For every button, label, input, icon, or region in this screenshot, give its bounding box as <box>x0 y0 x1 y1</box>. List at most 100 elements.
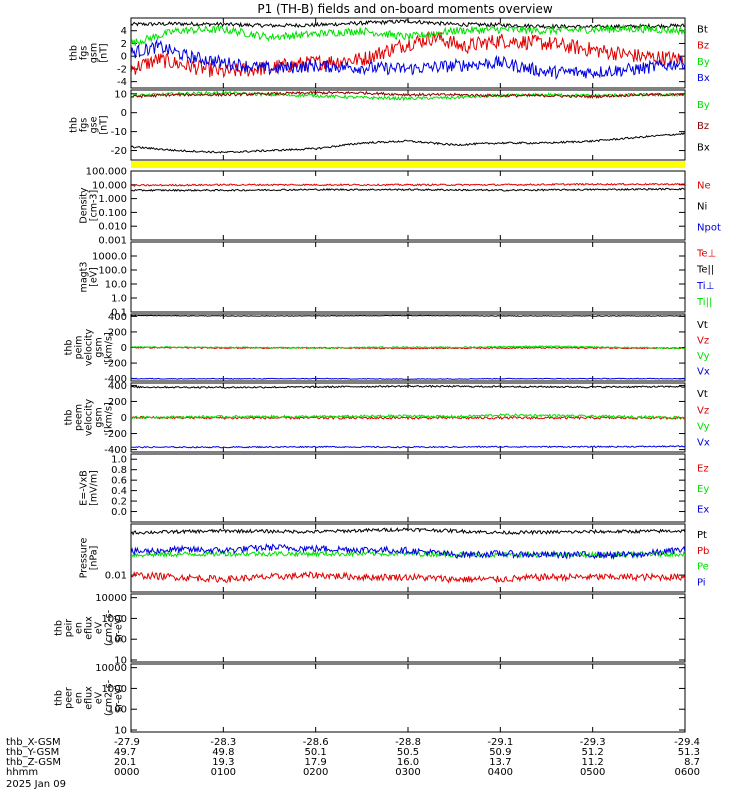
xaxis-value: 0400 <box>488 767 513 778</box>
xaxis-row-label: 2025 Jan 09 <box>6 779 66 790</box>
xaxis-value: -29.4 <box>674 737 700 748</box>
legend-item: Pi <box>697 578 706 589</box>
y-axis-label-line: velocity <box>84 399 95 437</box>
series-Vx-line <box>131 377 685 380</box>
y-axis-label: E=-VxB [mV/m] <box>79 470 100 506</box>
y-tick-label: 200 <box>108 327 127 338</box>
y-axis-label: magt3 [eV] <box>79 262 100 293</box>
xaxis-value: 0500 <box>580 767 605 778</box>
y-axis-label-line: gsm <box>94 407 105 427</box>
y-axis-label-line: [nT] <box>99 115 110 134</box>
legend-item: Te|| <box>696 265 714 276</box>
y-tick-label: 0 <box>121 343 127 354</box>
xaxis-value: 20.1 <box>114 757 136 768</box>
y-axis-label-line: thb <box>64 340 75 356</box>
xaxis-value: 0300 <box>395 767 420 778</box>
y-axis-label-line: Density <box>79 187 90 223</box>
series-Vy-line <box>131 413 685 420</box>
y-axis-label-line: en <box>74 692 85 704</box>
y-tick-label: 100.000 <box>86 167 127 178</box>
y-tick-label: 0.001 <box>98 236 127 247</box>
series-Ni-line <box>131 187 685 192</box>
legend-item: Vy <box>697 351 710 362</box>
legend-item: Bt <box>697 24 708 35</box>
y-axis-label: thb peer en eflux eV (cm2-s-sr-eV) <box>54 680 125 716</box>
xaxis-value: -27.9 <box>114 737 140 748</box>
xaxis-value: 51.3 <box>678 747 700 758</box>
y-tick-label: 0 <box>121 108 127 119</box>
y-tick-label: -20 <box>111 146 127 157</box>
y-tick-label: 0.0 <box>111 507 127 518</box>
xaxis-value: -29.3 <box>580 737 606 748</box>
y-axis-label-line: sr-eV) <box>114 614 125 642</box>
y-tick-label: 200 <box>108 397 127 408</box>
series-Pi-line <box>131 542 685 560</box>
series-Bt-line <box>131 19 685 30</box>
panel-5: -400 -200 0 200 400 thb peim velocity gsm [km/s] V… <box>64 312 710 385</box>
y-tick-label: 1000 <box>102 614 127 625</box>
panel-2: -20 -10 0 10 thb fgs gse [nT] By Bz Bx <box>69 89 710 161</box>
series-Vt-line <box>131 314 685 317</box>
panel-frame <box>130 89 686 161</box>
xaxis-value: 50.5 <box>397 747 419 758</box>
y-tick-label: 0.010 <box>98 222 127 233</box>
y-tick-label: 2 <box>121 39 127 50</box>
y-axis-label-line: [km/s] <box>104 402 115 432</box>
series-Pb-line <box>131 570 685 584</box>
panel-8: 0.01 Pressure [nPa] Pt Pb Pe Pi <box>79 523 709 593</box>
panel-1: -4 -20 2 4 thb fgs gsm [nT] Bt Bz By Bx <box>69 17 710 89</box>
y-tick-label: -200 <box>104 359 127 370</box>
panel-frame <box>130 241 686 313</box>
y-tick-label: 0.8 <box>111 465 127 476</box>
y-tick-label: 10000 <box>95 593 127 604</box>
y-axis-label-line: thb <box>69 45 80 61</box>
xaxis-value: 0600 <box>675 767 700 778</box>
y-axis-label-line: Pressure <box>79 538 90 579</box>
panel-6: -400 -200 0 200 400 thb peem velocity gsm [km/s] V… <box>64 381 710 456</box>
y-tick-label: 0.100 <box>98 208 127 219</box>
y-axis-label-line: [nPa] <box>89 546 100 571</box>
legend-item: Ti⊥ <box>696 281 714 292</box>
series-Bx-line <box>131 39 685 80</box>
legend-item: Vt <box>697 389 708 400</box>
xaxis-value: 50.9 <box>489 747 511 758</box>
y-axis-label: thb peir en eflux eV (cm2-s-sr-eV) <box>54 610 125 646</box>
y-tick-label: -200 <box>104 429 127 440</box>
legend-item: Pt <box>697 530 707 541</box>
y-axis-label-line: [nT] <box>99 43 110 62</box>
y-axis-label-line: gsm <box>94 337 105 357</box>
legend-item: Ez <box>697 463 709 474</box>
y-tick-label: -4 <box>117 77 127 88</box>
xaxis-value: 50.1 <box>305 747 327 758</box>
series-Bx-line <box>131 132 685 154</box>
y-tick-label: 0.4 <box>111 486 127 497</box>
y-axis-label-line: magt3 <box>79 262 90 293</box>
y-axis-label-line: gse <box>89 116 100 133</box>
xaxis-value: 17.9 <box>305 757 327 768</box>
y-tick-label: 400 <box>108 312 127 323</box>
series-Vy-line <box>131 345 685 350</box>
series-By-line <box>131 23 685 47</box>
legend-item: Npot <box>697 222 721 233</box>
y-axis-label-line: thb <box>69 117 80 133</box>
y-tick-label: 10 <box>114 725 127 736</box>
y-axis-label-line: velocity <box>84 329 95 367</box>
series-By-line <box>131 90 685 102</box>
legend-item: Vx <box>697 437 710 448</box>
xaxis-value: -28.3 <box>210 737 236 748</box>
legend-item: Te⊥ <box>696 248 716 259</box>
y-tick-label: 10000 <box>95 663 127 674</box>
y-axis-label-line: peer <box>64 687 75 709</box>
y-tick-label: 1000.0 <box>92 252 127 263</box>
legend-item: Ey <box>697 484 709 495</box>
y-tick-label: 400 <box>108 381 127 392</box>
y-axis-label-line: thb <box>64 410 75 426</box>
y-axis-label-line: (cm2-s- <box>104 680 115 716</box>
legend-item: Ti|| <box>696 297 712 308</box>
xaxis-value: -28.6 <box>303 737 329 748</box>
xaxis-row-label: thb_Y-GSM <box>6 747 59 758</box>
y-axis-label-line: eflux <box>84 616 95 640</box>
y-tick-label: -10 <box>111 127 127 138</box>
y-axis-label-line: E=-VxB <box>79 470 90 505</box>
